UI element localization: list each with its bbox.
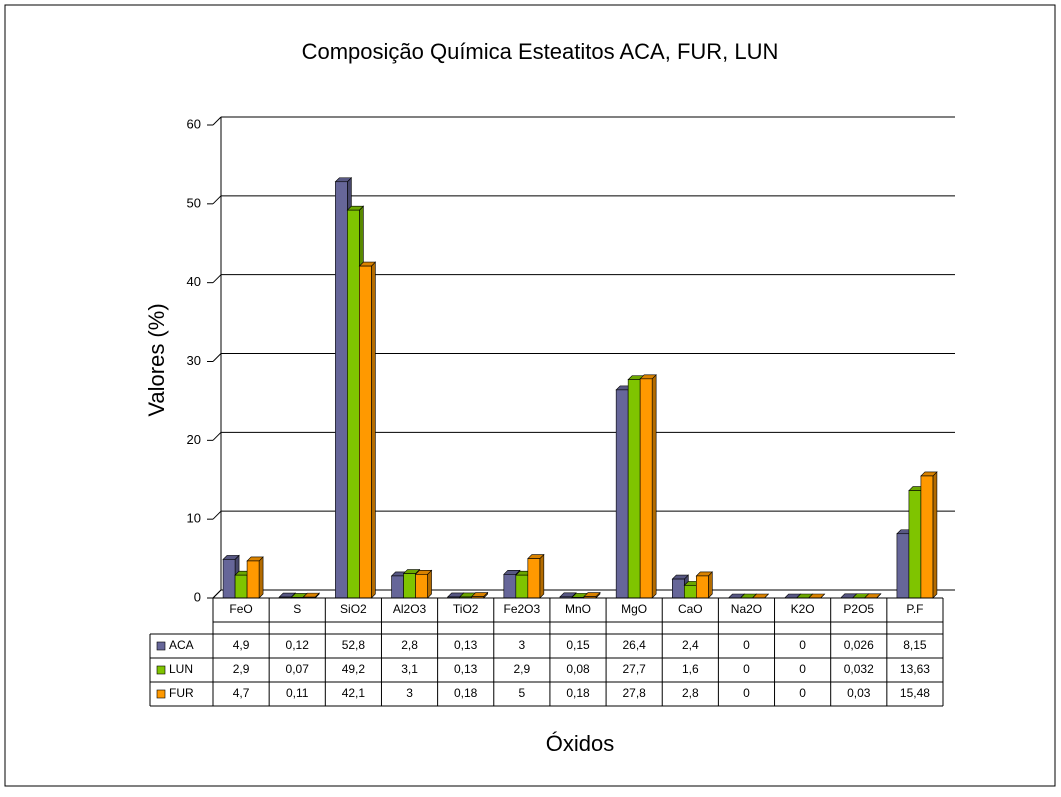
legend-label: ACA xyxy=(169,638,194,652)
y-tick-label: 10 xyxy=(187,511,201,526)
table-cell: 0,11 xyxy=(286,686,309,700)
table-cell: 26,4 xyxy=(622,638,646,652)
table-cell: 1,6 xyxy=(682,662,699,676)
table-cell: 0,13 xyxy=(454,638,478,652)
x-tick-label: MgO xyxy=(621,602,647,616)
table-cell: 0,03 xyxy=(847,686,871,700)
y-tick-label: 20 xyxy=(187,432,201,447)
table-cell: 0,026 xyxy=(844,638,874,652)
table-cell: 3 xyxy=(519,638,526,652)
table-cell: 0 xyxy=(799,686,806,700)
table-cell: 0,18 xyxy=(566,686,590,700)
bar xyxy=(528,559,540,598)
table-cell: 0 xyxy=(743,638,750,652)
legend-swatch xyxy=(157,642,165,650)
bar xyxy=(223,559,235,598)
table-cell: 0,18 xyxy=(454,686,478,700)
x-tick-label: MnO xyxy=(565,602,591,616)
x-tick-label: K2O xyxy=(791,602,815,616)
x-tick-label: Na2O xyxy=(731,602,762,616)
chart-title: Composição Química Esteatitos ACA, FUR, … xyxy=(302,39,779,64)
table-cell: 49,2 xyxy=(342,662,366,676)
table-cell: 2,9 xyxy=(514,662,531,676)
x-tick-label: CaO xyxy=(678,602,703,616)
legend-swatch xyxy=(157,690,165,698)
table-cell: 0 xyxy=(799,638,806,652)
y-tick-label: 40 xyxy=(187,274,201,289)
bar xyxy=(696,576,708,598)
table-cell: 0 xyxy=(743,686,750,700)
table-cell: 0 xyxy=(743,662,750,676)
table-cell: 42,1 xyxy=(342,686,366,700)
bar xyxy=(672,579,684,598)
y-axis-label: Valores (%) xyxy=(144,303,169,416)
bar-side xyxy=(371,262,375,598)
table-cell: 3 xyxy=(406,686,413,700)
x-tick-label: Fe2O3 xyxy=(504,602,541,616)
y-tick-label: 30 xyxy=(187,353,201,368)
bar xyxy=(416,574,428,598)
legend-label: LUN xyxy=(169,662,193,676)
x-axis-label: Óxidos xyxy=(546,731,614,756)
table-cell: 0,15 xyxy=(566,638,590,652)
bar xyxy=(909,491,921,598)
bar-side xyxy=(652,375,656,598)
table-cell: 3,1 xyxy=(401,662,418,676)
table-cell: 4,7 xyxy=(233,686,250,700)
y-tick-label: 60 xyxy=(187,116,201,131)
table-cell: 2,8 xyxy=(682,686,699,700)
bar xyxy=(247,561,259,598)
table-cell: 27,8 xyxy=(622,686,646,700)
table-cell: 2,4 xyxy=(682,638,699,652)
table-cell: 0,08 xyxy=(566,662,590,676)
table-cell: 0,032 xyxy=(844,662,874,676)
table-cell: 0,13 xyxy=(454,662,478,676)
table-cell: 0,07 xyxy=(286,662,310,676)
table-cell: 8,15 xyxy=(903,638,927,652)
x-tick-label: Al2O3 xyxy=(393,602,427,616)
bar xyxy=(392,576,404,598)
bar xyxy=(616,390,628,598)
bar xyxy=(504,574,516,598)
bar-side xyxy=(259,557,263,598)
bar xyxy=(921,476,933,598)
legend-swatch xyxy=(157,666,165,674)
x-tick-label: P2O5 xyxy=(843,602,874,616)
bar xyxy=(516,575,528,598)
table-cell: 2,8 xyxy=(401,638,418,652)
bar-side xyxy=(933,472,937,598)
table-cell: 2,9 xyxy=(233,662,250,676)
table-cell: 13,63 xyxy=(900,662,930,676)
bar xyxy=(347,210,359,598)
bar xyxy=(335,182,347,598)
bar xyxy=(684,585,696,598)
table-cell: 4,9 xyxy=(233,638,250,652)
x-tick-label: FeO xyxy=(229,602,252,616)
table-cell: 5 xyxy=(519,686,526,700)
bar xyxy=(628,380,640,598)
table-cell: 27,7 xyxy=(622,662,646,676)
table-cell: 0,12 xyxy=(286,638,310,652)
bar xyxy=(359,266,371,598)
bar xyxy=(640,379,652,598)
bar-side xyxy=(540,555,544,598)
bar-side xyxy=(708,572,712,598)
y-tick-label: 0 xyxy=(194,589,201,604)
bar xyxy=(897,534,909,598)
x-tick-label: P.F xyxy=(906,602,923,616)
table-cell: 15,48 xyxy=(900,686,930,700)
bar-side xyxy=(428,570,432,598)
x-tick-label: S xyxy=(293,602,301,616)
x-tick-label: SiO2 xyxy=(340,602,367,616)
x-tick-label: TiO2 xyxy=(453,602,479,616)
table-cell: 0 xyxy=(799,662,806,676)
y-tick-label: 50 xyxy=(187,195,201,210)
bar xyxy=(404,574,416,598)
table-cell: 52,8 xyxy=(342,638,366,652)
legend-label: FUR xyxy=(169,686,194,700)
bar xyxy=(235,575,247,598)
